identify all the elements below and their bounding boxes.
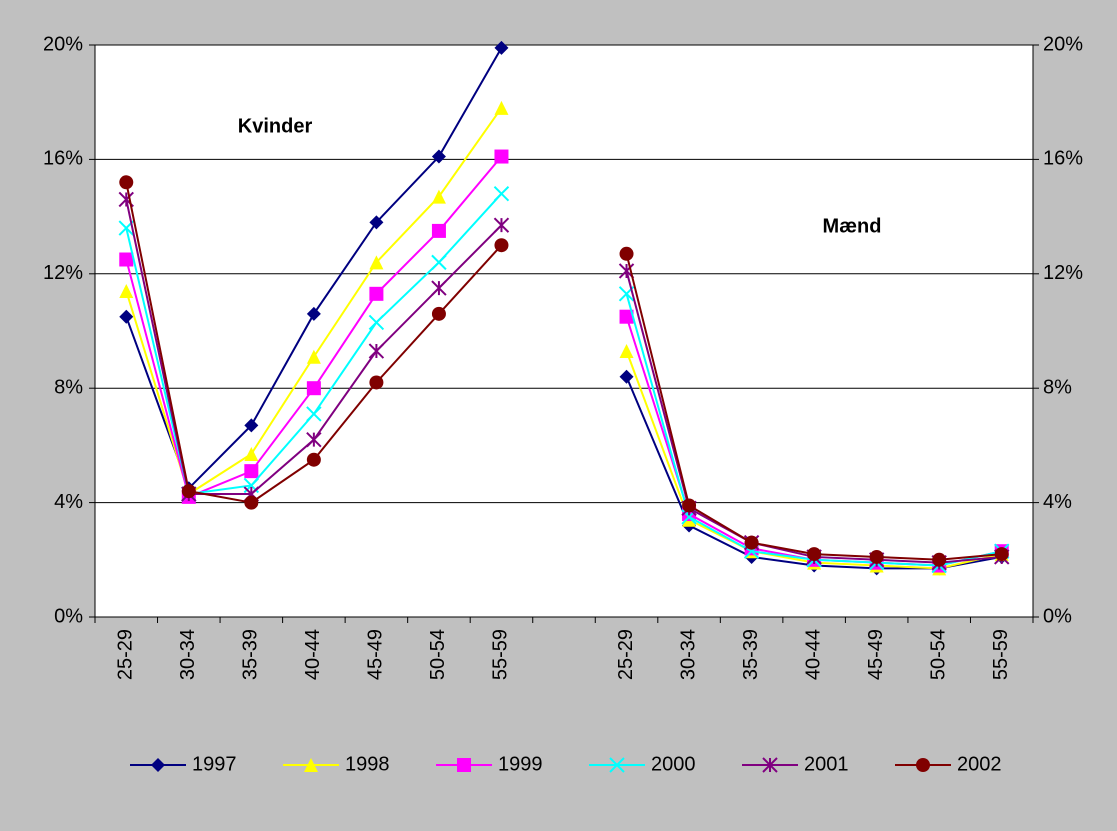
marker — [369, 375, 384, 390]
marker — [181, 484, 196, 499]
marker — [619, 344, 634, 359]
marker — [244, 446, 259, 461]
y2-tick-label: 12% — [1043, 262, 1083, 284]
y2-tick-label: 4% — [1043, 491, 1072, 513]
marker — [682, 498, 697, 513]
y-tick-label: 4% — [54, 491, 83, 513]
marker — [431, 149, 446, 164]
y-tick-label: 12% — [43, 262, 83, 284]
x-tick-label: 50-54 — [927, 629, 949, 680]
marker — [431, 223, 446, 238]
marker — [368, 314, 385, 331]
marker — [431, 306, 446, 321]
marker — [494, 100, 509, 115]
marker — [494, 149, 509, 164]
legend-label: 2002 — [957, 753, 1002, 775]
marker — [619, 369, 634, 384]
legend-item: 1998 — [283, 753, 390, 775]
marker — [306, 349, 321, 364]
marker — [619, 309, 634, 324]
marker — [493, 217, 510, 233]
marker — [119, 252, 134, 267]
legend-label: 1998 — [345, 753, 390, 775]
marker — [306, 406, 322, 422]
marker — [619, 246, 634, 261]
x-tick-label: 45-49 — [365, 629, 387, 680]
legend-item: 1997 — [130, 753, 237, 775]
legend-marker — [916, 758, 930, 772]
x-tick-label: 30-34 — [677, 629, 699, 680]
x-tick-label: 30-34 — [177, 629, 199, 680]
plot-area — [95, 45, 1033, 617]
y2-tick-label: 8% — [1043, 376, 1072, 398]
x-tick-label: 55-59 — [490, 629, 512, 680]
marker — [369, 286, 384, 301]
marker — [306, 306, 321, 321]
legend-label: 1997 — [192, 753, 237, 775]
marker — [431, 280, 447, 296]
legend-marker — [762, 757, 778, 773]
y-tick-label: 16% — [43, 148, 83, 170]
legend-marker — [304, 758, 318, 772]
marker — [306, 431, 322, 448]
marker — [244, 495, 259, 510]
x-tick-label: 40-44 — [302, 629, 324, 680]
marker — [306, 381, 321, 396]
y-tick-label: 0% — [54, 605, 83, 627]
legend-item: 2001 — [742, 753, 849, 775]
y2-tick-label: 20% — [1043, 33, 1083, 55]
legend-item: 1999 — [436, 753, 543, 775]
marker — [494, 40, 509, 55]
x-tick-label: 40-44 — [802, 629, 824, 680]
y2-tick-label: 16% — [1043, 148, 1083, 170]
annotation: Mænd — [823, 215, 882, 237]
marker — [869, 549, 884, 564]
marker — [932, 552, 947, 567]
marker — [119, 309, 134, 324]
marker — [368, 343, 385, 359]
legend-item: 2000 — [589, 753, 696, 775]
x-tick-label: 25-29 — [615, 629, 637, 680]
marker — [994, 547, 1009, 562]
marker — [493, 186, 510, 202]
legend-label: 2000 — [651, 753, 696, 775]
marker — [306, 452, 321, 467]
x-tick-label: 35-39 — [740, 629, 762, 680]
y-tick-label: 20% — [43, 33, 83, 55]
y-tick-label: 8% — [54, 376, 83, 398]
legend-marker — [151, 758, 165, 772]
marker — [119, 175, 134, 190]
legend-marker — [457, 758, 471, 772]
marker — [744, 535, 759, 550]
x-tick-label: 35-39 — [240, 629, 262, 680]
x-tick-label: 55-59 — [990, 629, 1012, 680]
x-tick-label: 25-29 — [115, 629, 137, 680]
legend-marker — [609, 757, 625, 773]
marker — [431, 254, 447, 271]
legend-item: 2002 — [895, 753, 1002, 775]
marker — [244, 418, 259, 433]
marker — [369, 215, 384, 230]
marker — [369, 255, 384, 270]
legend-label: 2001 — [804, 753, 849, 775]
x-tick-label: 45-49 — [865, 629, 887, 680]
marker — [807, 547, 822, 562]
marker — [494, 238, 509, 253]
marker — [431, 189, 446, 204]
x-tick-label: 50-54 — [427, 629, 449, 680]
marker — [119, 283, 134, 298]
annotation: Kvinder — [238, 115, 313, 137]
y2-tick-label: 0% — [1043, 605, 1072, 627]
legend-label: 1999 — [498, 753, 543, 775]
marker — [244, 464, 259, 479]
